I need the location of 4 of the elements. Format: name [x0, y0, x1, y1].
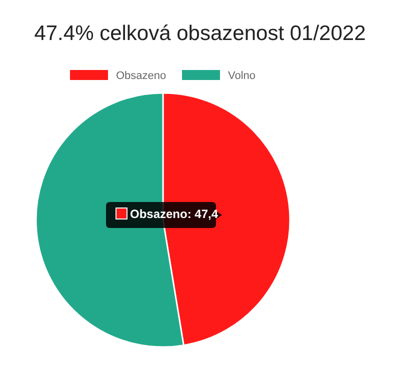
chart-title: 47.4% celková obsazenost 01/2022 [34, 22, 366, 45]
legend-label: Obsazeno [116, 70, 166, 82]
legend-label: Volno [228, 70, 256, 82]
tooltip: Obsazeno: 47,4 [106, 202, 222, 228]
